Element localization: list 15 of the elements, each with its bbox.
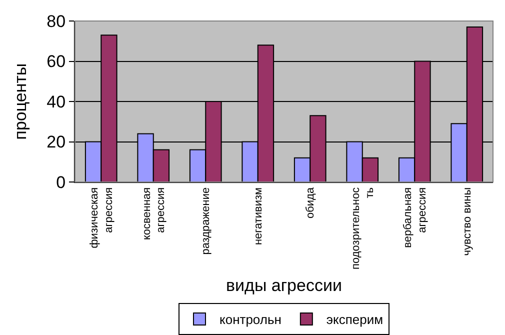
- legend-label: эксперим: [326, 312, 384, 328]
- y-tick-label: 20: [46, 132, 66, 152]
- x-tick-label: чувство вины: [461, 187, 474, 256]
- y-tick-label: 80: [46, 12, 66, 31]
- x-tick-label: физическая агрессия: [88, 187, 115, 248]
- x-tick-label: подозрительнос ть: [350, 186, 376, 270]
- y-axis-title: проценты: [11, 63, 30, 140]
- x-tick-label: раздражение: [200, 187, 212, 255]
- x-tick-label: обида: [304, 186, 317, 219]
- legend-label: контрольн: [220, 312, 282, 328]
- y-tick-label: 0: [56, 172, 66, 192]
- y-tick-label: 60: [46, 52, 66, 72]
- x-axis-title: виды агрессии: [226, 276, 342, 295]
- y-tick-label: 40: [46, 92, 66, 112]
- x-tick-label: негативизм: [252, 187, 264, 246]
